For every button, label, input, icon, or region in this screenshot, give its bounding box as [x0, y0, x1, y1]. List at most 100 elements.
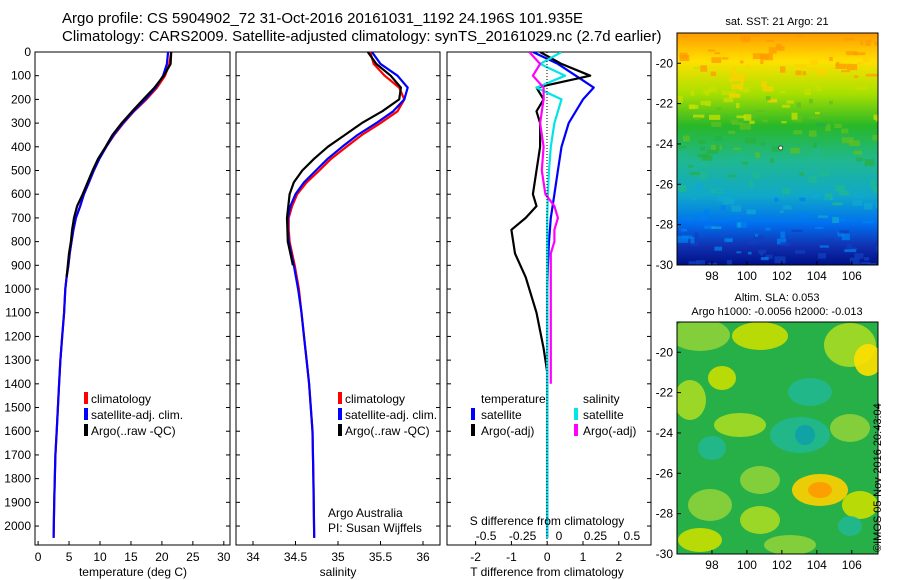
sst-texture-cell — [815, 111, 820, 115]
s-difference-tick-label: 0.5 — [624, 529, 641, 543]
salinity-legend: climatology satellite-adj. clim. Argo(..… — [328, 392, 437, 535]
s-difference-tick-label: -0.25 — [509, 529, 537, 543]
sst-texture-cell — [680, 228, 687, 232]
sst-texture-cell — [871, 187, 878, 190]
sst-texture-cell — [761, 81, 767, 87]
sst-texture-cell — [728, 174, 736, 178]
sst-texture-cell — [755, 233, 759, 237]
pi-note: PI: Susan Wijffels — [328, 521, 422, 535]
sst-texture-cell — [819, 245, 829, 248]
sst-texture-cell — [690, 236, 695, 244]
sst-texture-cell — [817, 68, 827, 76]
sst-texture-cell — [813, 142, 817, 149]
sst-lon-tick-label: 98 — [705, 269, 719, 283]
sst-texture-cell — [872, 135, 878, 141]
depth-tick-label: 900 — [11, 258, 31, 272]
sst-texture-cell — [722, 201, 729, 205]
depth-tick-label: 0 — [24, 45, 31, 59]
sst-texture-cell — [790, 147, 800, 154]
sst-texture-cell — [711, 226, 722, 229]
salinity-xlabel: salinity — [320, 565, 357, 579]
sst-texture-cell — [860, 40, 864, 46]
sst-texture-cell — [774, 197, 779, 202]
sla-lon-tick-label: 106 — [842, 558, 862, 572]
sst-texture-cell — [855, 157, 863, 162]
sst-texture-cell — [740, 79, 744, 87]
legend-swatch-climatology — [84, 392, 88, 404]
depth-tick-label: 1100 — [5, 306, 31, 320]
sst-texture-cell — [684, 217, 694, 221]
sst-texture-cell — [690, 90, 695, 96]
sla-lat-tick-label: -28 — [656, 507, 674, 521]
sla-blob — [838, 516, 862, 536]
legend-label-argo: Argo(..raw -QC) — [91, 424, 176, 438]
sst-texture — [677, 33, 878, 265]
sst-texture-cell — [762, 119, 769, 123]
sst-map-axes: 98 100 102 104 106 -20 -22 -24 -26 -28 -30 — [656, 56, 862, 283]
profile-location-marker — [778, 145, 784, 151]
sst-texture-cell — [711, 180, 722, 183]
sst-texture-cell — [795, 250, 806, 254]
sst-texture-cell — [870, 180, 876, 187]
sla-blob — [732, 322, 788, 350]
legend-label-argo: Argo(..raw -QC) — [345, 424, 430, 438]
depth-tick-label: 700 — [11, 211, 31, 225]
salinity-series-argo-raw-qc- — [285, 52, 402, 266]
sla-blob — [688, 489, 732, 521]
figure-title: Argo profile: CS 5904902_72 31-Oct-2016 … — [62, 10, 583, 27]
sst-texture-cell — [782, 188, 790, 195]
sst-texture-cell — [724, 198, 735, 204]
sst-texture-cell — [704, 211, 710, 216]
difference-series-temperature-satellite — [532, 52, 595, 538]
sst-texture-cell — [767, 98, 778, 103]
temperature-x-tick-label: 10 — [93, 550, 107, 564]
sst-texture-cell — [834, 123, 842, 128]
depth-tick-label: 600 — [11, 187, 31, 201]
sst-texture-cell — [690, 243, 698, 247]
temperature-legend: climatology satellite-adj. clim. Argo(..… — [84, 392, 183, 438]
sst-texture-cell — [677, 235, 689, 243]
sst-texture-cell — [875, 201, 878, 209]
sst-texture-cell — [715, 107, 722, 110]
sst-texture-cell — [737, 222, 741, 228]
sst-lat-tick-label: -30 — [656, 258, 674, 272]
sst-texture-cell — [681, 235, 693, 239]
sst-texture-cell — [844, 249, 857, 253]
legend-label-temp-argo: Argo(-adj) — [481, 424, 534, 438]
sst-texture-cell — [698, 139, 706, 144]
sst-texture-cell — [839, 230, 850, 234]
legend-label-temp-satellite: satellite — [481, 408, 522, 422]
sst-texture-cell — [815, 226, 824, 229]
sst-texture-cell — [832, 202, 843, 206]
sst-texture-cell — [841, 128, 849, 134]
sst-texture-cell — [688, 104, 696, 110]
sst-texture-cell — [736, 102, 740, 109]
sst-texture-cell — [864, 202, 873, 210]
sst-texture-cell — [862, 56, 870, 63]
sla-blob — [830, 414, 870, 442]
sla-blob — [808, 482, 832, 498]
temperature-lines — [52, 52, 173, 538]
salinity-x-tick-label: 36 — [416, 550, 430, 564]
sst-texture-cell — [711, 57, 722, 63]
sst-texture-cell — [864, 159, 875, 166]
sst-texture-cell — [731, 121, 743, 125]
legend-label-satellite: satellite-adj. clim. — [91, 408, 183, 422]
sst-texture-cell — [776, 43, 782, 49]
depth-tick-label: 300 — [11, 116, 31, 130]
sla-map-title: Altim. SLA: 0.053 — [735, 292, 820, 304]
legend-label-climatology: climatology — [91, 392, 151, 406]
sst-texture-cell — [796, 102, 801, 108]
sst-texture-cell — [865, 73, 878, 77]
sst-texture-cell — [707, 49, 716, 52]
sst-texture-cell — [681, 111, 693, 115]
sst-texture-cell — [829, 57, 833, 61]
temperature-x-tick-label: 5 — [66, 550, 73, 564]
sst-texture-cell — [865, 40, 871, 46]
sst-texture-cell — [844, 37, 855, 41]
sst-texture-cell — [720, 205, 726, 211]
legend-label-satellite: satellite-adj. clim. — [345, 408, 437, 422]
sst-texture-cell — [777, 238, 787, 245]
depth-tick-label: 2000 — [4, 519, 31, 533]
sst-texture-cell — [770, 158, 775, 163]
